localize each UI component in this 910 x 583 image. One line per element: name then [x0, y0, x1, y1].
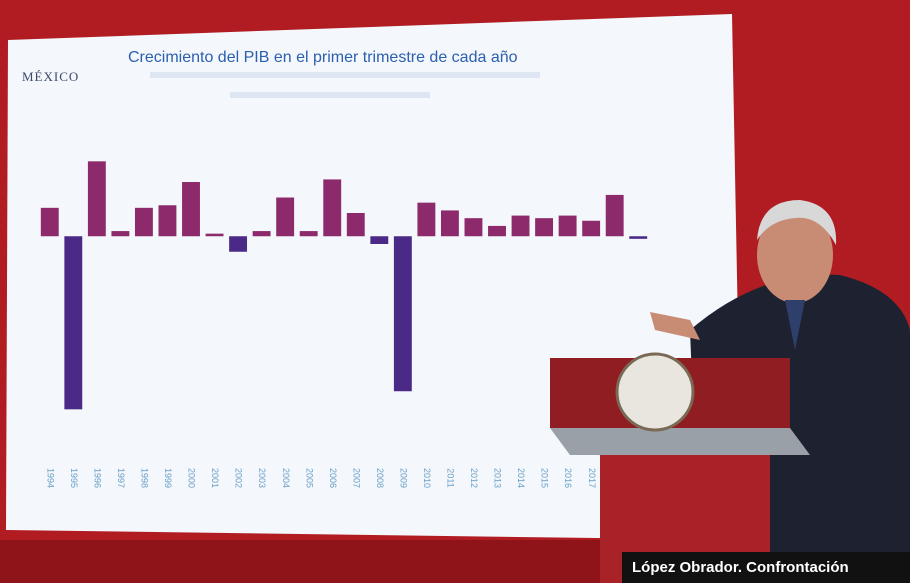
x-tick-label: 1996 [92, 468, 102, 488]
bar [88, 161, 106, 236]
subtitle-blur [150, 72, 540, 78]
bar [535, 218, 553, 236]
photo: MÉXICO Crecimiento del PIB en el primer … [0, 0, 910, 583]
x-tick-label: 2001 [210, 468, 220, 488]
x-tick-label: 2012 [469, 468, 479, 488]
bar [182, 182, 200, 236]
x-tick-label: 1997 [116, 468, 126, 488]
bar [394, 236, 412, 391]
bar [323, 179, 341, 236]
x-tick-label: 2017 [587, 468, 597, 488]
bar [441, 210, 459, 236]
x-tick-label: 2006 [328, 468, 338, 488]
bar [417, 203, 435, 237]
bar [559, 216, 577, 237]
bar [582, 221, 600, 237]
caption: López Obrador. Confrontación [632, 559, 849, 576]
bar [206, 234, 224, 237]
bar [159, 205, 177, 236]
bar [512, 216, 530, 237]
bar [229, 236, 247, 252]
logo: MÉXICO [22, 69, 79, 84]
bar [111, 231, 129, 236]
x-tick-label: 2003 [257, 468, 267, 488]
x-tick-label: 2016 [563, 468, 573, 488]
x-tick-label: 2010 [422, 468, 432, 488]
bar [488, 226, 506, 236]
bar [606, 195, 624, 236]
bar [135, 208, 153, 236]
seal [617, 354, 693, 430]
bar [465, 218, 483, 236]
x-tick-label: 1994 [45, 468, 55, 488]
bar [347, 213, 365, 236]
bar [64, 236, 82, 409]
x-tick-label: 2011 [446, 468, 456, 487]
x-tick-label: 2007 [351, 468, 361, 488]
x-tick-label: 2008 [375, 468, 385, 488]
x-tick-label: 2002 [234, 468, 244, 488]
bar [300, 231, 318, 236]
x-tick-label: 2000 [187, 468, 197, 488]
x-tick-label: 1999 [163, 468, 173, 488]
x-tick-label: 2009 [398, 468, 408, 488]
x-tick-label: 2014 [516, 468, 526, 488]
x-tick-label: 2013 [493, 468, 503, 488]
x-tick-label: 2005 [304, 468, 314, 488]
x-tick-label: 2015 [540, 468, 550, 488]
bar [276, 198, 294, 237]
bar [253, 231, 271, 236]
chart-title: Crecimiento del PIB en el primer trimest… [128, 49, 518, 66]
bar [370, 236, 388, 244]
subtitle-blur [230, 92, 430, 98]
x-tick-label: 1998 [140, 468, 150, 488]
bar [41, 208, 59, 236]
bar [629, 236, 647, 239]
x-tick-label: 1995 [69, 468, 79, 488]
podium-shelf [550, 428, 810, 455]
x-tick-label: 2004 [281, 468, 291, 488]
